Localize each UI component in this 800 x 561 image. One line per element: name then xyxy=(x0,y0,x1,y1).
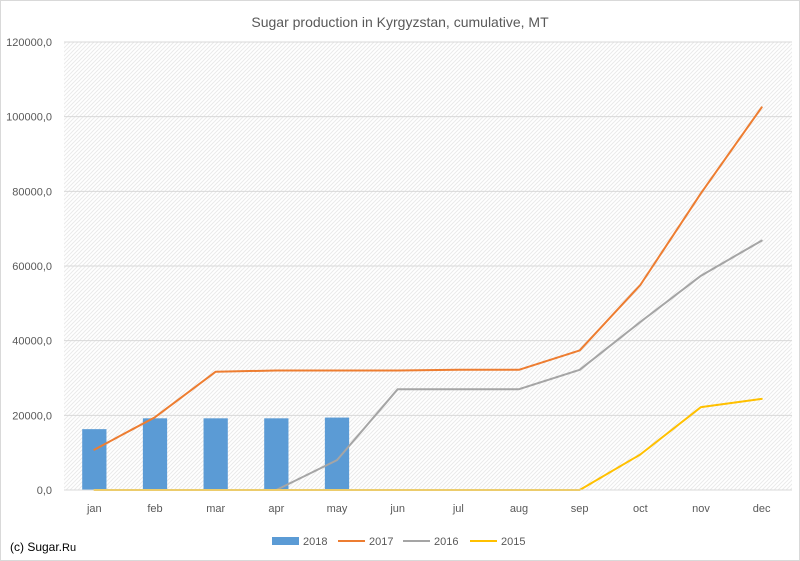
x-tick-label: may xyxy=(327,503,348,515)
legend-label-2016: 2016 xyxy=(434,536,458,548)
legend-swatch-2018 xyxy=(272,537,299,545)
credit-prefix: (c) Sugar. xyxy=(10,540,62,554)
line-series-2017 xyxy=(93,106,763,451)
chart-title: Sugar production in Kyrgyzstan, cumulati… xyxy=(251,14,549,30)
y-tick-label: 100000,0 xyxy=(6,112,52,124)
line-series-2016 xyxy=(275,239,763,491)
bar-2018-may xyxy=(324,417,350,490)
legend: 2018 2017 2016 2015 xyxy=(272,536,525,548)
x-tick-label: oct xyxy=(633,503,648,515)
bar-series xyxy=(82,417,350,490)
y-axis-ticks: 0,0 20000,0 40000,0 60000,0 80000,0 100000,0 1… xyxy=(6,37,52,497)
y-tick-label: 80000,0 xyxy=(12,186,52,198)
x-tick-label: sep xyxy=(571,503,589,515)
y-tick-label: 60000,0 xyxy=(12,261,52,273)
x-tick-label: nov xyxy=(692,503,710,515)
x-tick-label: dec xyxy=(753,503,771,515)
y-tick-label: 20000,0 xyxy=(12,410,52,422)
legend-label-2015: 2015 xyxy=(501,536,525,548)
y-tick-label: 40000,0 xyxy=(12,336,52,348)
legend-label-2018: 2018 xyxy=(303,536,327,548)
y-tick-label: 120000,0 xyxy=(6,37,52,49)
x-tick-label: feb xyxy=(147,503,162,515)
bar-2018-apr xyxy=(264,418,289,490)
x-tick-label: apr xyxy=(268,503,284,515)
credit-suffix: Ru xyxy=(62,542,76,554)
x-tick-label: mar xyxy=(206,503,225,515)
x-tick-label: jun xyxy=(389,503,405,515)
x-tick-label: aug xyxy=(510,503,528,515)
x-tick-label: jul xyxy=(452,503,464,515)
credit-text: (c) Sugar.Ru xyxy=(10,540,76,554)
x-tick-label: jan xyxy=(86,503,102,515)
y-tick-label: 0,0 xyxy=(37,485,52,497)
bar-2018-feb xyxy=(142,418,168,490)
gridlines xyxy=(64,41,792,416)
bar-2018-mar xyxy=(203,418,228,490)
legend-label-2017: 2017 xyxy=(369,536,393,548)
bar-2018-jan xyxy=(82,429,107,490)
x-axis-ticks: jan feb mar apr may jun jul aug sep oct nov dec xyxy=(86,503,771,515)
